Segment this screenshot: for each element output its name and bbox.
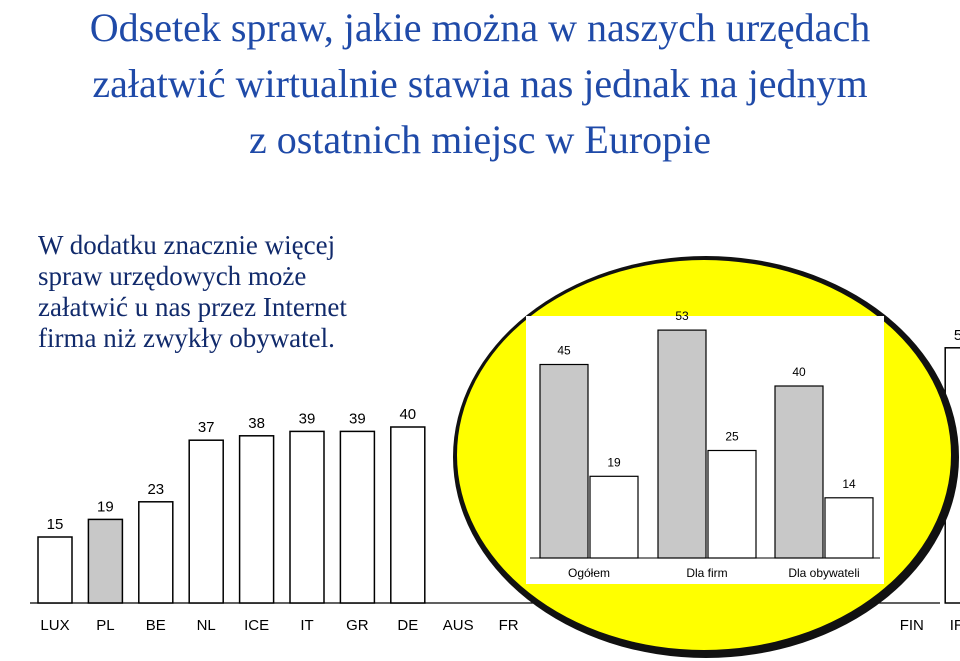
category-label-fin: FIN [900, 617, 924, 634]
category-label-gr: GR [346, 617, 369, 634]
bar-nl [188, 439, 224, 604]
title-line-3: z ostatnich miejsc w Europie [248, 117, 712, 162]
title-line-1: Odsetek spraw, jakie można w naszych urz… [89, 5, 871, 50]
category-label-nl: NL [197, 617, 216, 634]
value-label-18: 58 [954, 327, 960, 344]
value-label-4: 38 [248, 415, 265, 432]
inset-category-2: Dla obywateli [788, 566, 859, 580]
category-label-ice: ICE [244, 617, 269, 634]
value-label-0: 15 [47, 516, 64, 533]
bar-de [390, 426, 426, 604]
title-line-2: załatwić wirtualnie stawia nas jednak na… [92, 61, 868, 106]
inset-bar-0-1 [589, 475, 639, 559]
inset-bar-2-1 [824, 497, 874, 559]
inset-bar-1-1 [707, 449, 757, 559]
category-label-lux: LUX [40, 617, 69, 634]
inset-value-1-1: 25 [725, 430, 739, 444]
inset-category-1: Dla firm [686, 566, 727, 580]
value-label-3: 37 [198, 419, 215, 436]
bar-pl [87, 518, 124, 604]
inset-value-2-0: 40 [792, 365, 806, 379]
category-label-ire: IRE [950, 617, 960, 634]
note-line-2: spraw urzędowych może [38, 261, 307, 291]
value-label-6: 39 [349, 410, 366, 427]
note-line-3: załatwić u nas przez Internet [38, 292, 347, 322]
value-label-2: 23 [147, 481, 164, 498]
value-label-7: 40 [399, 406, 416, 423]
inset-bar-chart: 45 19 Ogółem 53 25 Dla firm 40 14 Dla obywateli [526, 309, 884, 584]
bar-be [138, 501, 174, 604]
inset-bar-1-0 [657, 329, 707, 559]
inset-category-0: Ogółem [568, 566, 610, 580]
note-line-1: W dodatku znacznie więcej [38, 230, 336, 260]
category-label-be: BE [146, 617, 166, 634]
inset-value-0-0: 45 [557, 344, 571, 358]
note-line-4: firma niż zwykły obywatel. [38, 323, 335, 353]
inset-value-1-0: 53 [675, 309, 689, 323]
category-label-pl: PL [96, 617, 114, 634]
bar-ice [238, 435, 275, 604]
value-label-1: 19 [97, 498, 114, 515]
inset-bar-2-0 [774, 385, 824, 559]
slide-title: Odsetek spraw, jakie można w naszych urz… [0, 0, 960, 168]
value-label-5: 39 [299, 410, 316, 427]
bar-it [289, 430, 325, 604]
category-label-de: DE [397, 617, 418, 634]
inset-bar-0-0 [539, 363, 589, 559]
bar-gr [339, 430, 376, 604]
category-label-fr: FR [499, 617, 519, 634]
category-label-aus: AUS [443, 617, 474, 634]
category-label-it: IT [300, 617, 313, 634]
bar-lux [37, 536, 73, 604]
inset-value-0-1: 19 [607, 455, 621, 469]
annotation-text: W dodatku znacznie więcej spraw urzędowy… [38, 230, 458, 354]
inset-value-2-1: 14 [842, 477, 856, 491]
